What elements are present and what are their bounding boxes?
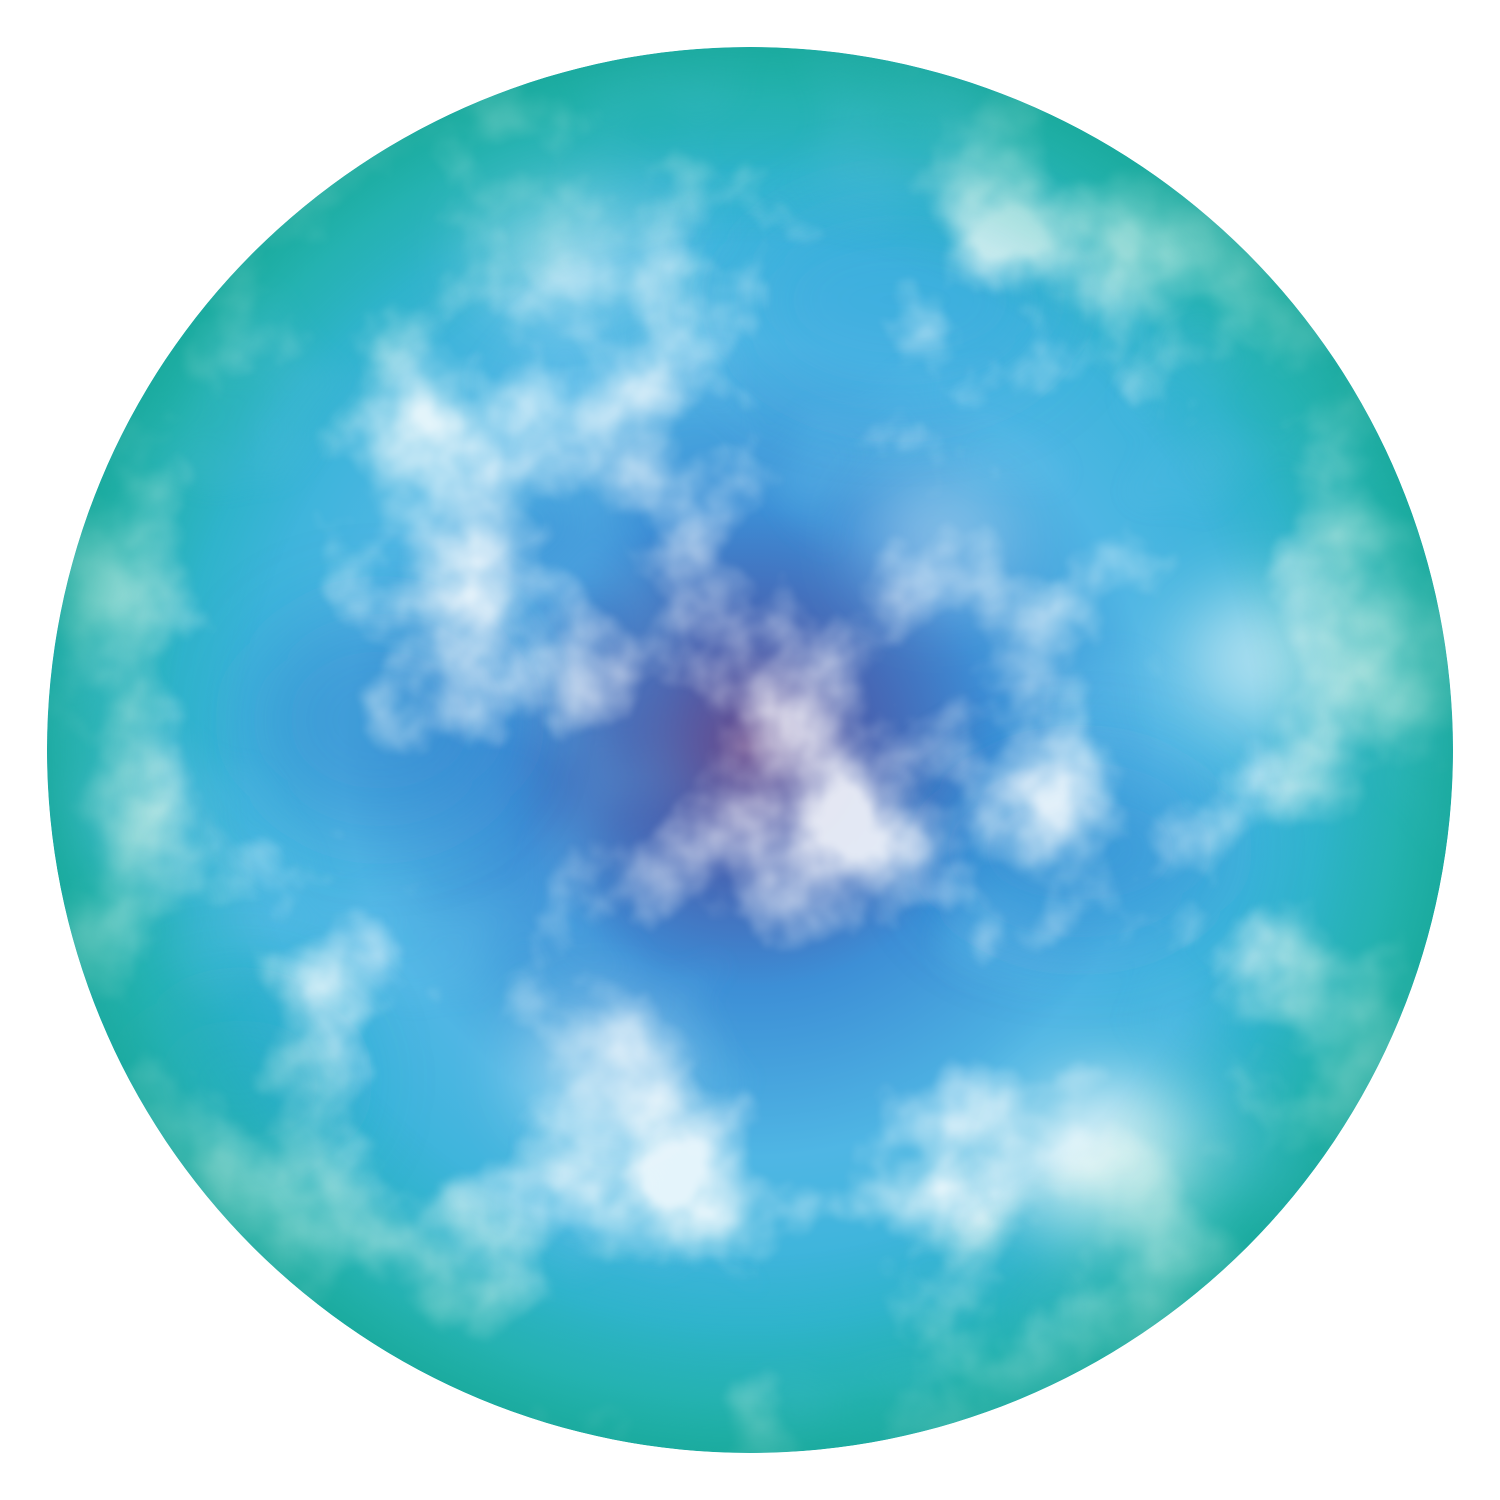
orb-rim: [47, 47, 1453, 1453]
